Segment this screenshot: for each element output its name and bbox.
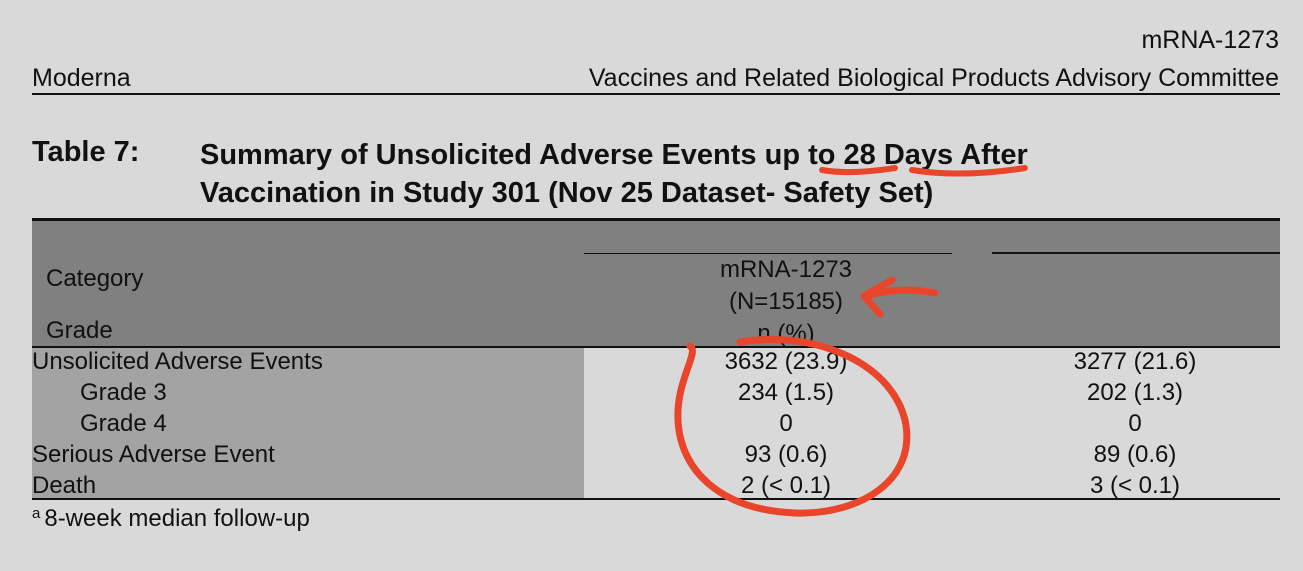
table-cell-comparator: 202 (1.3) — [1086, 379, 1184, 406]
table-row-label: Unsolicited Adverse Events — [32, 348, 323, 375]
table-footnote: a 8-week median follow-up — [32, 505, 310, 533]
table-cell-mrna: 93 (0.6) — [744, 441, 828, 468]
table-label: Table 7: — [32, 136, 140, 168]
table-cell-mrna: 3632 (23.9) — [724, 348, 848, 375]
arrow-head — [860, 276, 896, 318]
company-name: Moderna — [32, 64, 131, 92]
table-header-background — [32, 221, 1280, 347]
table-cell-comparator: 3277 (21.6) — [1073, 348, 1197, 375]
table-title-line-2: Vaccination in Study 301 (Nov 25 Dataset… — [200, 177, 934, 209]
footnote-marker: a — [32, 505, 41, 522]
column-header-category: Category — [46, 265, 144, 292]
header-bottom-rule — [32, 346, 1280, 348]
table-title: Summary of Unsolicited Adverse Events up… — [200, 136, 1260, 212]
table-row-label: Death — [32, 472, 97, 499]
column-header-grade: Grade — [46, 317, 113, 344]
committee-name: Vaccines and Related Biological Products… — [588, 64, 1279, 92]
table-title-line-1: Summary of Unsolicited Adverse Events up… — [200, 139, 1028, 171]
underline-up-to — [819, 165, 898, 176]
underline-28-days — [909, 165, 1028, 177]
arm-name: mRNA-1273 — [719, 256, 853, 283]
circle-mark — [674, 335, 911, 517]
footnote-text: 8-week median follow-up — [44, 505, 310, 532]
header-rule — [32, 93, 1280, 95]
table-cell-mrna: 234 (1.5) — [737, 379, 835, 406]
table-cell-comparator: 0 — [1128, 410, 1142, 437]
table-cell-mrna: 0 — [779, 410, 793, 437]
table-bottom-rule — [32, 498, 1280, 500]
product-name: mRNA-1273 — [1141, 26, 1279, 54]
table-row-label: Serious Adverse Event — [32, 441, 275, 468]
table-row-label: Grade 4 — [80, 410, 167, 437]
column-group-rule — [992, 252, 1280, 254]
table-cell-mrna: 2 (< 0.1) — [740, 472, 832, 499]
column-header-mrna-1273: mRNA-1273 (N=15185) n (%) — [586, 254, 986, 350]
table-top-rule — [32, 218, 1280, 221]
arm-sample-size: (N=15185) — [728, 288, 844, 315]
table-row-label: Grade 3 — [80, 379, 167, 406]
row-label-column-background — [32, 347, 584, 499]
column-group-rule — [584, 253, 952, 254]
table-cell-comparator: 89 (0.6) — [1093, 441, 1177, 468]
table-cell-comparator: 3 (< 0.1) — [1089, 472, 1181, 499]
